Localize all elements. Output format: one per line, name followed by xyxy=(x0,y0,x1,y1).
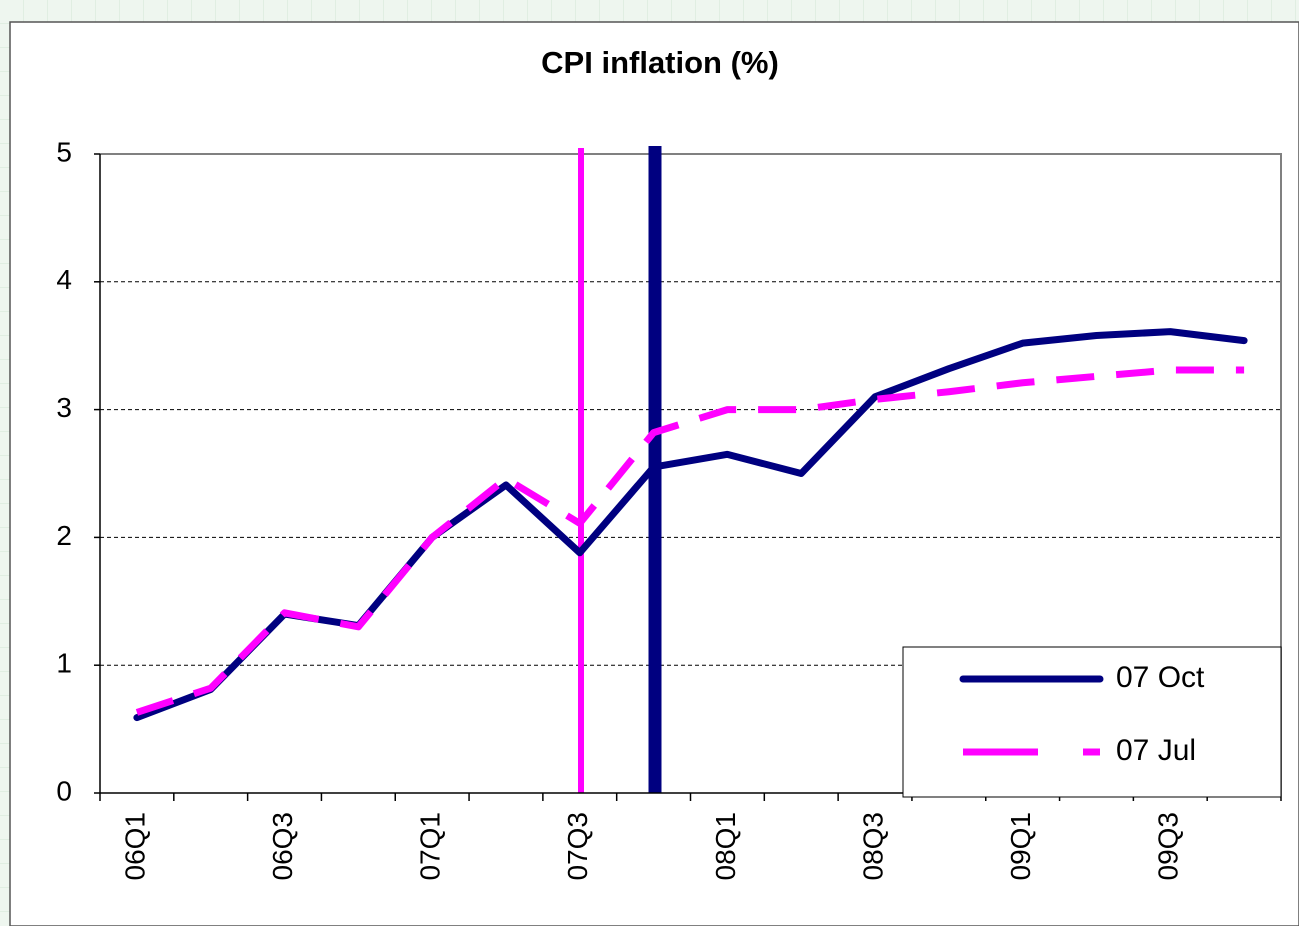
x-tick-label: 09Q3 xyxy=(1153,812,1184,881)
series-line xyxy=(135,366,1245,716)
x-tick-label: 07Q3 xyxy=(562,812,593,881)
y-tick-label: 0 xyxy=(56,775,72,806)
x-tick-label: 08Q1 xyxy=(710,812,741,881)
x-tick-label: 06Q1 xyxy=(119,812,150,881)
y-tick-label: 3 xyxy=(56,392,72,423)
legend-box xyxy=(902,646,1282,798)
legend-label: 07 Jul xyxy=(1116,734,1196,767)
y-tick-label: 4 xyxy=(56,264,72,295)
plot-border xyxy=(100,153,1282,793)
x-tick-label: 07Q1 xyxy=(415,812,446,881)
y-tick-label: 1 xyxy=(56,648,72,679)
y-tick-label: 5 xyxy=(56,136,72,167)
chart-title: CPI inflation (%) xyxy=(541,45,779,80)
x-tick-label: 06Q3 xyxy=(267,812,298,881)
y-tick-label: 2 xyxy=(56,520,72,551)
series-line xyxy=(133,328,1248,722)
x-tick-label: 09Q1 xyxy=(1005,812,1036,881)
x-tick-label: 08Q3 xyxy=(857,812,888,881)
legend-label: 07 Oct xyxy=(1116,661,1205,694)
